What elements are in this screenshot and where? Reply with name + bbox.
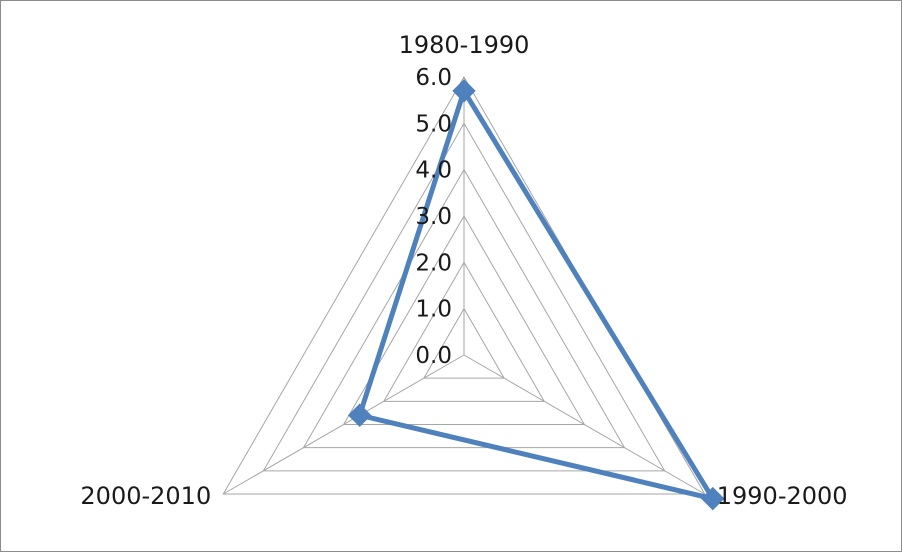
tick-label: 3.0 [415, 204, 452, 230]
tick-label: 0.0 [415, 343, 452, 369]
grid-ring [262, 122, 666, 472]
tick-label: 6.0 [415, 65, 452, 91]
radar-category-labels: 1980-1990 1990-2000 2000-2010 [80, 31, 847, 510]
radar-series [347, 79, 725, 511]
grid-ring [382, 261, 546, 402]
radar-tick-labels: 0.0 1.0 2.0 3.0 4.0 5.0 6.0 [415, 65, 452, 369]
tick-label: 5.0 [415, 111, 452, 137]
data-point-marker [701, 486, 725, 511]
tick-label: 4.0 [415, 158, 452, 184]
grid-ring [302, 168, 626, 449]
series-line [357, 88, 716, 502]
tick-label: 2.0 [415, 250, 452, 276]
category-label: 2000-2010 [80, 482, 211, 510]
axis-spoke [463, 354, 706, 495]
grid-ring [423, 307, 505, 379]
axis-spoke [222, 354, 465, 495]
tick-label: 1.0 [415, 297, 452, 323]
grid-ring [342, 214, 586, 425]
data-point-marker [452, 79, 476, 103]
category-label: 1980-1990 [399, 31, 530, 59]
radar-axes [222, 77, 706, 495]
category-label: 1990-2000 [717, 482, 848, 510]
data-point-marker [347, 403, 372, 427]
